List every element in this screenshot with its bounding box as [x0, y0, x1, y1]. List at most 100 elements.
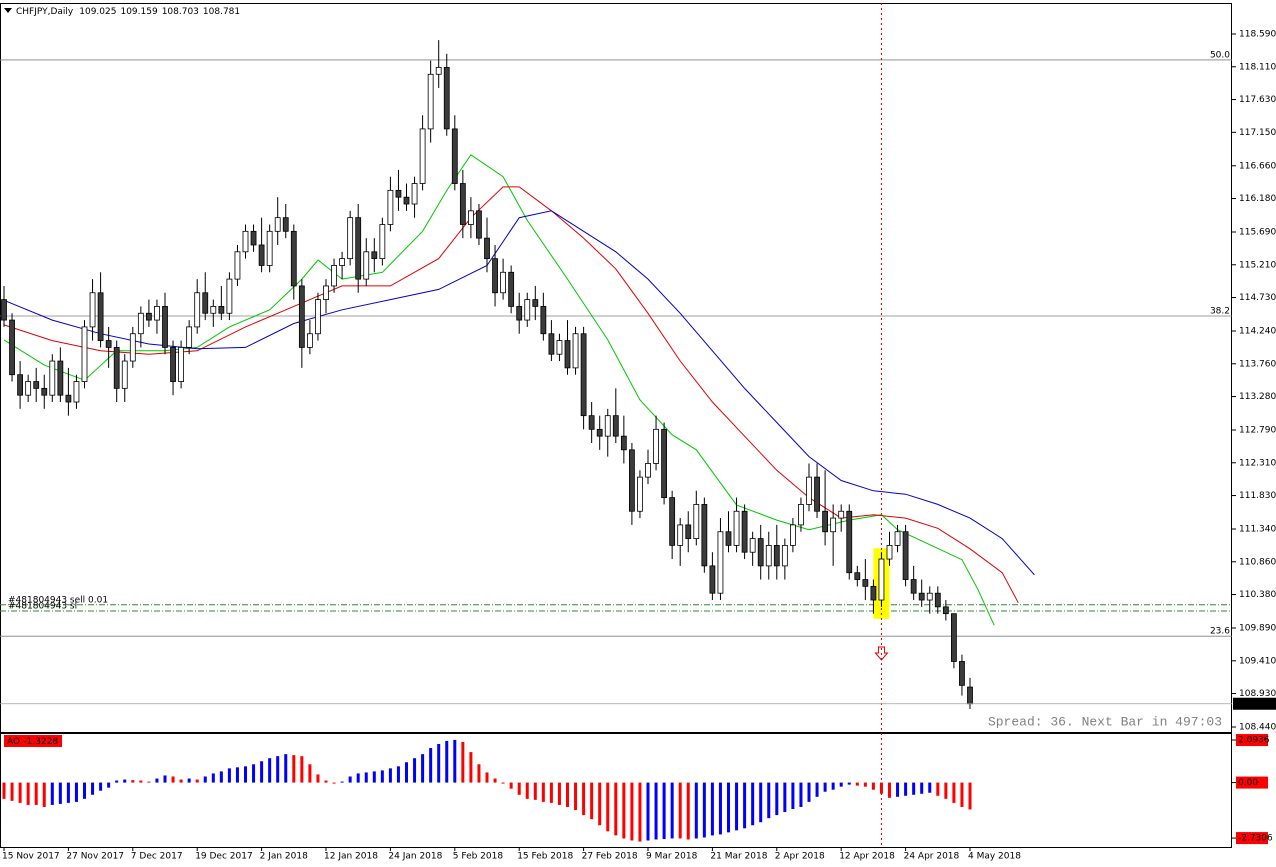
- candle-body: [1, 299, 7, 321]
- candle-body: [113, 346, 120, 389]
- candle-body: [387, 189, 394, 225]
- osc-tick-label: 0.00: [1238, 778, 1258, 788]
- ao-bar: [340, 781, 344, 783]
- candle-body: [186, 326, 193, 348]
- ao-bar: [606, 782, 610, 832]
- ao-bar: [123, 779, 127, 783]
- ao-bar: [219, 771, 223, 783]
- chart-header: CHFJPY,Daily 109.025 109.159 108.703 108.781: [16, 7, 240, 17]
- candle-body: [902, 531, 909, 580]
- candle-body: [572, 333, 579, 369]
- menu-triangle: [4, 8, 12, 13]
- ao-bar: [461, 741, 465, 783]
- ao-bar: [574, 782, 578, 811]
- ao-bar: [227, 768, 231, 783]
- ao-bar: [549, 782, 553, 803]
- ao-bar: [759, 782, 763, 823]
- ao-bar: [211, 773, 215, 783]
- ao-bar: [324, 780, 328, 783]
- ao-bar: [405, 762, 408, 783]
- candle-body: [379, 224, 386, 260]
- ao-bar: [783, 782, 787, 813]
- candle-body: [363, 251, 370, 280]
- candle-body: [508, 271, 515, 307]
- candle-body: [210, 306, 217, 314]
- x-tick-label: 9 Mar 2018: [646, 852, 698, 862]
- candle-body: [129, 333, 136, 362]
- candle-body: [266, 230, 273, 266]
- ao-bar: [380, 770, 384, 783]
- candle-body: [790, 524, 796, 546]
- osc-label: AO -1.3228: [7, 737, 58, 747]
- ao-bar: [888, 782, 891, 798]
- candle-body: [170, 346, 176, 382]
- ao-bar: [904, 782, 908, 796]
- symbol: CHFJPY,Daily: [16, 7, 74, 17]
- candle-body: [661, 428, 667, 499]
- candle-body: [596, 428, 603, 437]
- candle-body: [942, 606, 949, 615]
- ao-bar: [638, 782, 642, 842]
- ao-bar: [396, 766, 400, 783]
- ao-bar: [99, 782, 103, 791]
- ao-bar: [654, 782, 658, 840]
- ao-bar: [364, 772, 368, 783]
- ao-bar: [831, 782, 835, 790]
- osc-name: AO: [7, 737, 20, 747]
- x-tick-label: 2 Apr 2018: [775, 852, 825, 862]
- candle-body: [854, 572, 861, 580]
- candle-body: [878, 558, 885, 601]
- y-tick-label: 110.860: [1239, 557, 1276, 567]
- moving-average: [3, 210, 1035, 576]
- spread-text: Spread: 36. Next Bar in 497:03: [988, 714, 1222, 729]
- ao-bar: [332, 782, 336, 784]
- candle-body: [669, 497, 676, 546]
- osc-tick-box: [1236, 832, 1268, 845]
- ao-bar: [686, 782, 690, 840]
- candle-body: [81, 326, 88, 382]
- ao-bar: [952, 782, 956, 803]
- candle-body: [226, 278, 233, 314]
- ao-bar: [815, 782, 819, 797]
- ao-bar: [356, 773, 360, 783]
- ao-bar: [493, 778, 497, 783]
- candle-body: [620, 435, 627, 451]
- ao-bar: [598, 782, 602, 826]
- candle-body: [290, 230, 297, 287]
- ao-bar: [718, 782, 722, 835]
- y-tick-label: 111.340: [1239, 525, 1276, 535]
- candle-body: [862, 579, 869, 587]
- candle-body: [532, 299, 539, 307]
- ao-bar: [413, 758, 417, 783]
- y-tick-label: 113.760: [1239, 359, 1276, 369]
- candle-body: [934, 592, 941, 608]
- osc-tick-box: [1236, 734, 1268, 747]
- candle-body: [154, 306, 160, 321]
- candle-body: [806, 476, 812, 505]
- y-tick-label: 110.380: [1239, 590, 1276, 600]
- ao-bar: [2, 782, 6, 799]
- candle-body: [419, 128, 426, 184]
- moving-average: [3, 186, 1019, 604]
- candle-body: [371, 251, 378, 260]
- x-tick-label: 5 Feb 2018: [453, 852, 504, 862]
- candle-body: [629, 449, 635, 512]
- candle-body: [822, 510, 828, 533]
- candle-body: [701, 504, 708, 567]
- ao-bar: [646, 782, 650, 841]
- x-tick-label: 27 Feb 2018: [582, 852, 638, 862]
- candle-body: [588, 415, 595, 430]
- candle-body: [194, 292, 201, 328]
- ao-bar: [91, 782, 95, 795]
- candle-body: [540, 306, 547, 335]
- ao-bar: [485, 772, 489, 783]
- ao-bar: [10, 782, 14, 801]
- ao-bar: [863, 782, 867, 787]
- candle-body: [97, 292, 104, 341]
- candle-body: [894, 531, 901, 546]
- candle-body: [73, 381, 80, 403]
- candle-body: [57, 360, 64, 396]
- ao-bar: [614, 782, 618, 836]
- ao-bar: [694, 782, 698, 839]
- ao-bar: [662, 782, 666, 840]
